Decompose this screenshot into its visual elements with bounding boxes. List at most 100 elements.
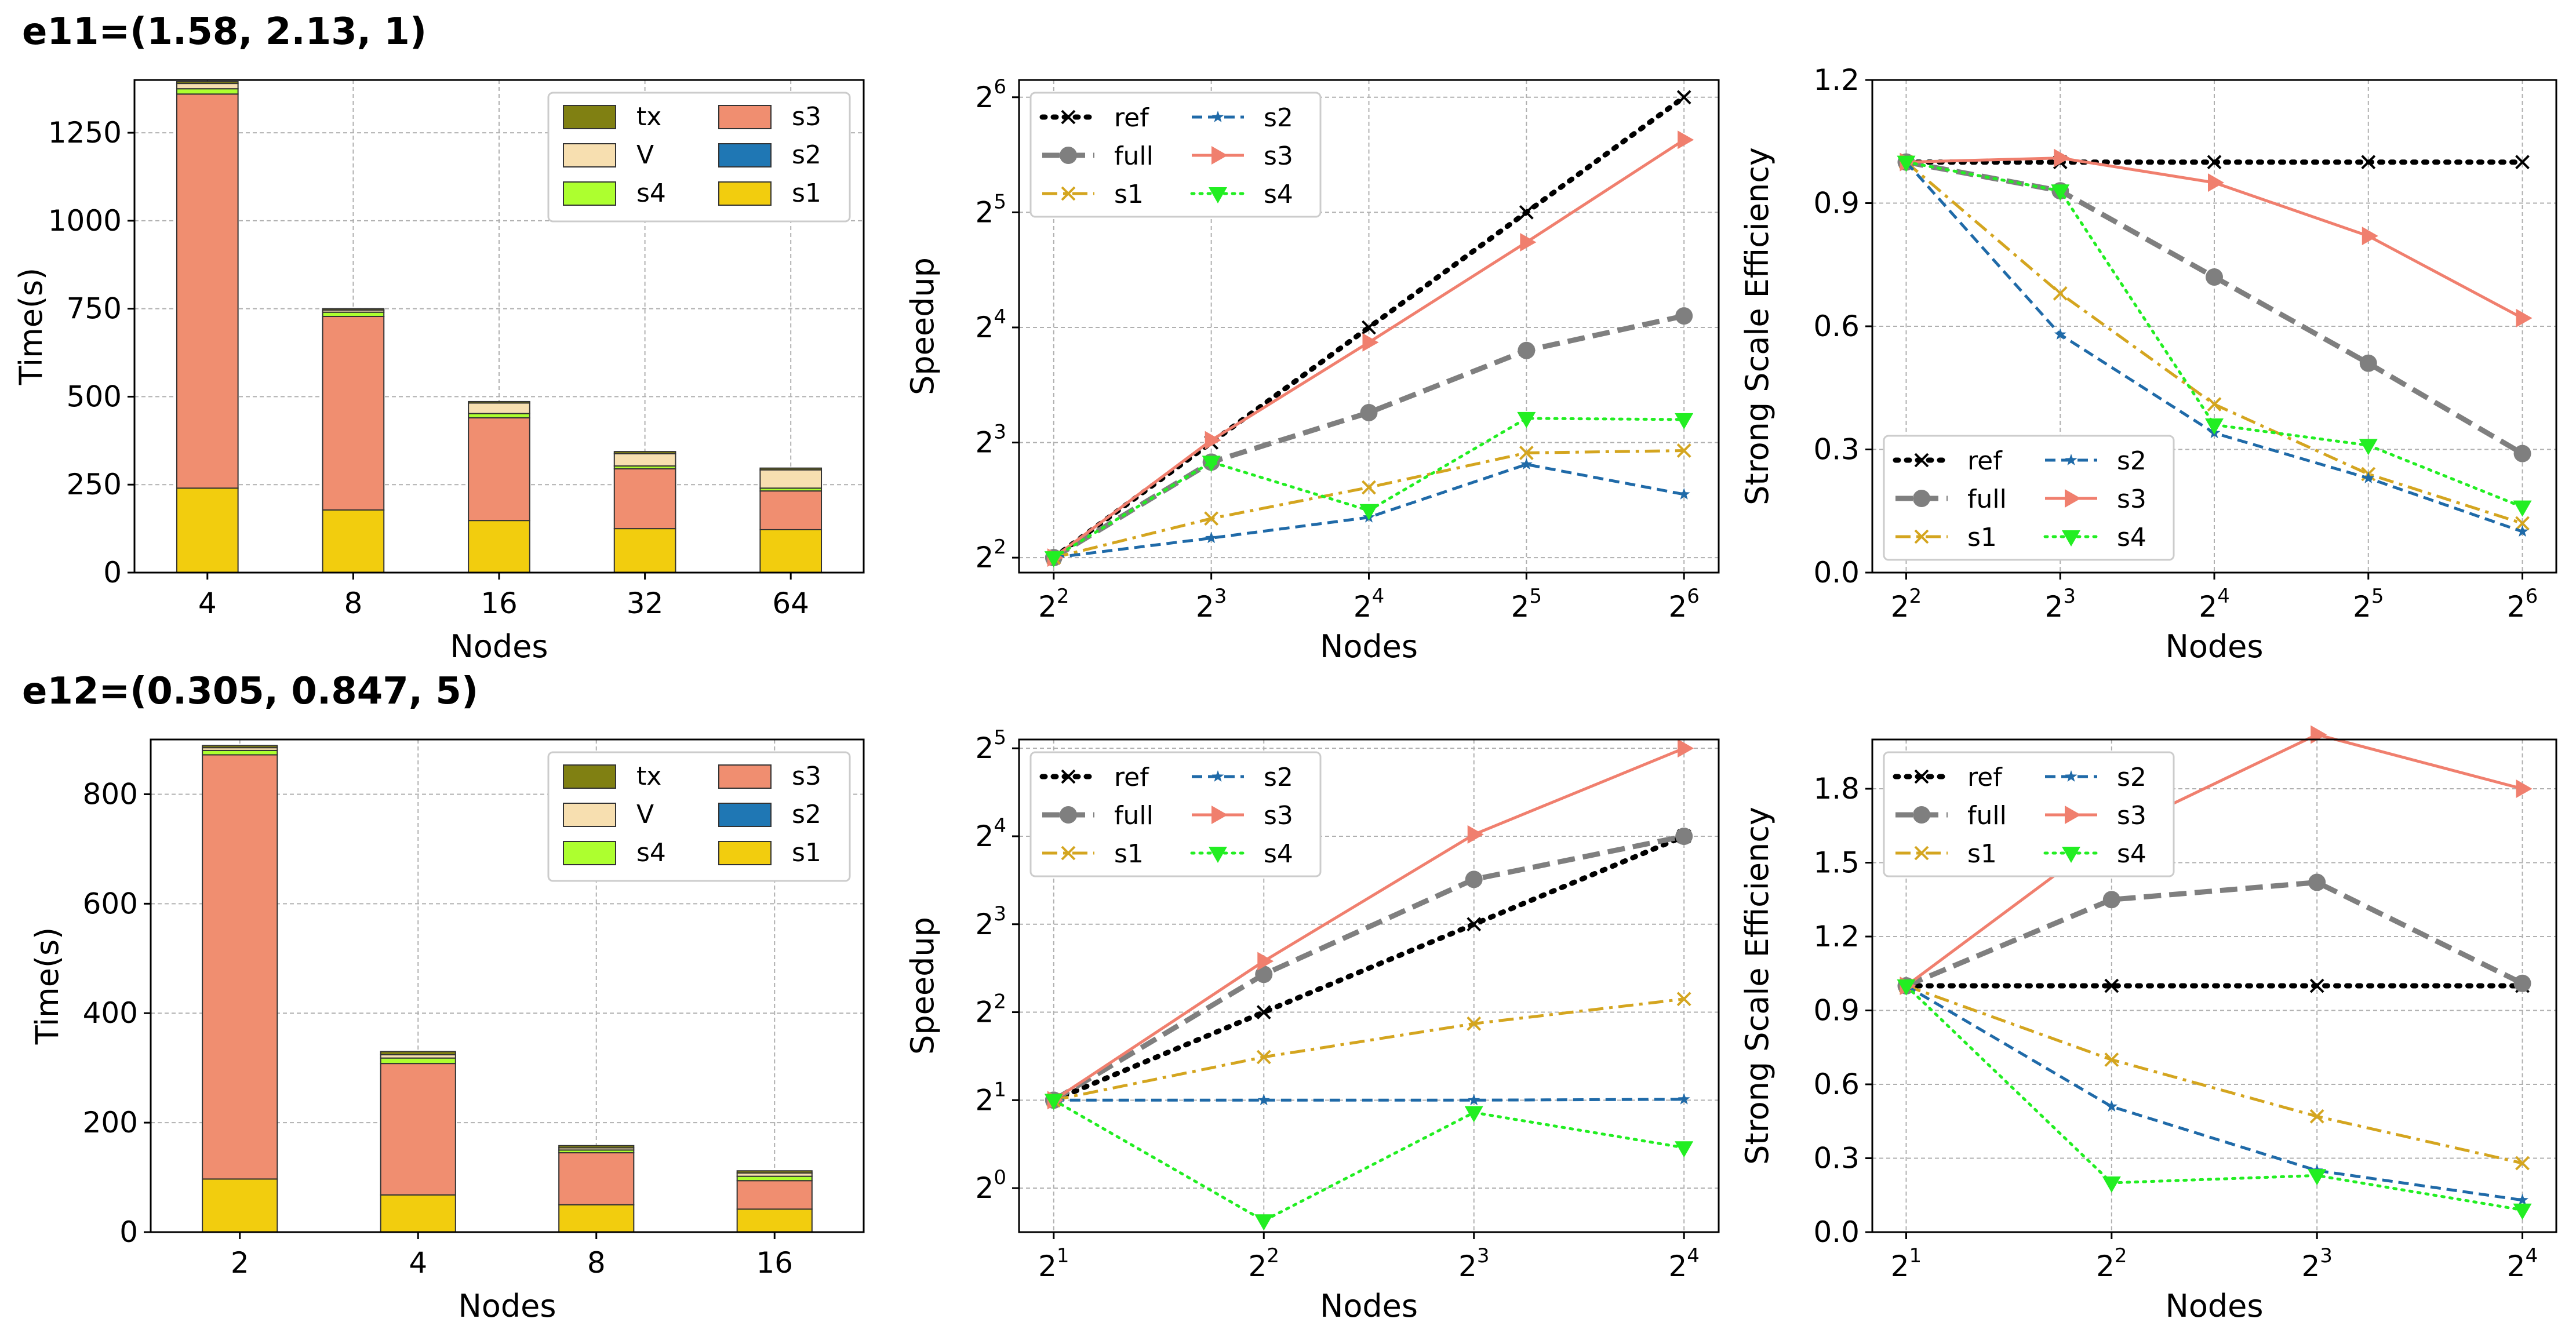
y-tick-label: 21 xyxy=(976,1078,1006,1117)
legend-label-s4: s4 xyxy=(2117,523,2146,552)
point-ref-4 xyxy=(1676,90,1691,105)
bar-tx-2 xyxy=(202,745,278,749)
y-tick-label: 0.0 xyxy=(1813,1215,1860,1249)
x-axis-label: Nodes xyxy=(450,628,548,665)
bar-V-4 xyxy=(176,83,239,90)
y-tick-label: 0.3 xyxy=(1813,433,1860,467)
point-s1-4 xyxy=(1676,443,1691,458)
x-tick-label: 25 xyxy=(2353,585,2384,624)
legend-swatch-tx xyxy=(563,764,616,789)
bar-tx-64 xyxy=(759,467,823,471)
point-s3-2 xyxy=(2311,725,2327,744)
point-ref-3 xyxy=(1519,205,1534,220)
point-full-4 xyxy=(1675,307,1693,325)
legend-label-s2: s2 xyxy=(2117,446,2146,476)
point-ref-2 xyxy=(2207,155,2222,170)
legend-label-s1: s1 xyxy=(792,178,821,208)
point-s4-1 xyxy=(1254,1214,1274,1231)
bar-s1-64 xyxy=(759,529,823,574)
bar-s1-16 xyxy=(468,520,530,574)
point-full-2 xyxy=(2308,873,2326,891)
legend-label-s3: s3 xyxy=(1264,141,1293,171)
y-tick-label: 23 xyxy=(976,902,1006,941)
legend-marker-s3 xyxy=(1211,146,1228,165)
x-tick-label: 22 xyxy=(1038,585,1069,624)
bar-s4-4 xyxy=(176,88,239,95)
point-full-2 xyxy=(2206,268,2223,286)
legend-box xyxy=(547,92,851,223)
bar-s4-16 xyxy=(736,1175,813,1182)
legend-label-s3: s3 xyxy=(792,102,821,132)
x-axis-label: Nodes xyxy=(458,1288,556,1324)
legend-label-tx: tx xyxy=(636,762,661,791)
legend-box xyxy=(1883,751,2175,877)
x-tick-label: 16 xyxy=(481,586,518,620)
y-tick-label: 25 xyxy=(976,726,1006,765)
legend-swatch-s3 xyxy=(718,105,772,129)
legend-marker-full xyxy=(1913,806,1930,824)
x-axis-label: Nodes xyxy=(2165,628,2263,665)
series-line-full xyxy=(1052,833,1685,1103)
y-tick-label: 0.0 xyxy=(1813,556,1860,589)
plot-frame xyxy=(1018,738,1720,1233)
point-s1-3 xyxy=(1519,446,1534,460)
legend-box xyxy=(547,751,851,882)
bar-tx-8 xyxy=(558,1145,635,1149)
point-s1-2 xyxy=(1362,480,1376,495)
point-s4-0 xyxy=(1897,155,1916,172)
x-tick-label: 64 xyxy=(772,586,809,620)
x-tick-label: 24 xyxy=(1668,1244,1699,1283)
legend-label-tx: tx xyxy=(636,102,661,132)
y-tick-label: 600 xyxy=(83,887,138,920)
bar-s1-4 xyxy=(176,487,239,573)
bar-s3-16 xyxy=(468,417,530,522)
bar-s4-8 xyxy=(322,311,385,318)
legend-marker-ref xyxy=(1061,769,1076,784)
y-tick-label: 20 xyxy=(976,1166,1006,1205)
x-tick-label: 23 xyxy=(2045,585,2076,624)
bar-s3-64 xyxy=(759,490,823,530)
legend-label-s4: s4 xyxy=(1264,180,1293,209)
point-s3-3 xyxy=(1520,233,1537,252)
y-tick-label: 0.6 xyxy=(1813,1068,1860,1101)
point-s4-1 xyxy=(2051,184,2070,201)
plot-frame xyxy=(1871,738,2557,1233)
legend-box xyxy=(1029,751,1322,877)
row-title-e12: e12=(0.305, 0.847, 5) xyxy=(22,670,479,713)
point-s3-3 xyxy=(2362,227,2378,246)
bar-V-16 xyxy=(468,402,530,414)
y-tick-label: 1.5 xyxy=(1813,846,1860,880)
x-tick-label: 21 xyxy=(1038,1244,1069,1283)
point-s2-1 xyxy=(1257,1094,1270,1106)
legend-swatch-s3 xyxy=(718,764,772,789)
x-axis-label: Nodes xyxy=(1320,1288,1418,1324)
x-tick-label: 25 xyxy=(1511,585,1542,624)
point-s1-1 xyxy=(1256,1050,1271,1065)
legend-label-s3: s3 xyxy=(2117,485,2146,514)
y-tick-label: 0.6 xyxy=(1813,309,1860,343)
x-axis-label: Nodes xyxy=(1320,628,1418,665)
legend-marker-s1 xyxy=(1061,846,1076,861)
legend-label-s4: s4 xyxy=(636,838,666,868)
x-tick-label: 4 xyxy=(198,586,217,620)
point-s3-1 xyxy=(2054,148,2071,167)
y-tick-label: 0.9 xyxy=(1813,187,1860,220)
point-ref-1 xyxy=(2104,978,2119,993)
point-s1-2 xyxy=(1467,1016,1482,1031)
point-s4-0 xyxy=(1044,1094,1063,1110)
row-title-e11: e11=(1.58, 2.13, 1) xyxy=(22,10,427,53)
line-chart-5: 21 22 23 24 0.0 0.3 0.6 0.9 1.2 1.5 1.8 Nodes Strong… xyxy=(1739,725,2557,1324)
y-tick-label: 0.9 xyxy=(1813,994,1860,1028)
bar-s4-16 xyxy=(468,413,530,418)
y-axis-label: Time(s) xyxy=(13,268,49,385)
bar-tx-16 xyxy=(736,1170,813,1174)
line-chart-4: 21 22 23 24 20 21 22 23 24 25 Nodes Speedup ref s2 ful… xyxy=(904,726,1720,1324)
point-s2-3 xyxy=(2516,1193,2528,1205)
point-s2-4 xyxy=(1678,488,1690,500)
legend-marker-full xyxy=(1060,806,1077,824)
legend-label-s1: s1 xyxy=(1967,523,1997,552)
point-s4-2 xyxy=(2308,1169,2327,1186)
plot-frame xyxy=(150,738,865,1233)
point-s2-3 xyxy=(1520,458,1533,470)
